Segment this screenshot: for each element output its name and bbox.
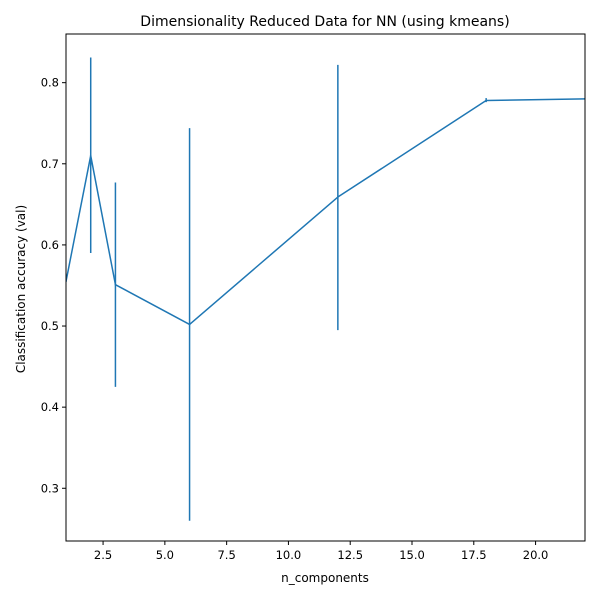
y-tick-label: 0.6: [41, 238, 59, 252]
plot-frame: [65, 33, 586, 542]
y-axis-label: Classification accuracy (val): [14, 205, 28, 373]
data-point: [89, 154, 92, 157]
data-point: [188, 323, 191, 326]
y-tick-label: 0.3: [41, 481, 59, 495]
x-axis-ticks: 2.5 5.0 7.5 10.0 12.5 15.0 17.5 20.0: [94, 541, 548, 562]
series-line: [66, 98, 585, 326]
x-tick-label: 20.0: [523, 548, 549, 562]
plot-area: [66, 57, 585, 521]
x-axis-label: n_components: [281, 571, 369, 585]
chart-title: Dimensionality Reduced Data for NN (usin…: [140, 14, 509, 30]
x-tick-label: 2.5: [94, 548, 112, 562]
y-tick-label: 0.5: [41, 319, 59, 333]
y-tick-label: 0.4: [41, 400, 59, 414]
y-tick-label: 0.8: [41, 76, 59, 90]
data-point: [485, 99, 487, 102]
x-tick-label: 17.5: [461, 548, 487, 562]
data-point: [337, 196, 339, 198]
data-point: [114, 283, 117, 286]
y-tick-label: 0.7: [41, 157, 59, 171]
x-tick-label: 12.5: [337, 548, 363, 562]
y-axis-ticks: 0.3 0.4 0.5 0.6 0.7 0.8: [41, 76, 66, 495]
x-tick-label: 5.0: [156, 548, 174, 562]
x-tick-label: 10.0: [276, 548, 302, 562]
x-tick-label: 7.5: [217, 548, 235, 562]
x-tick-label: 15.0: [399, 548, 425, 562]
